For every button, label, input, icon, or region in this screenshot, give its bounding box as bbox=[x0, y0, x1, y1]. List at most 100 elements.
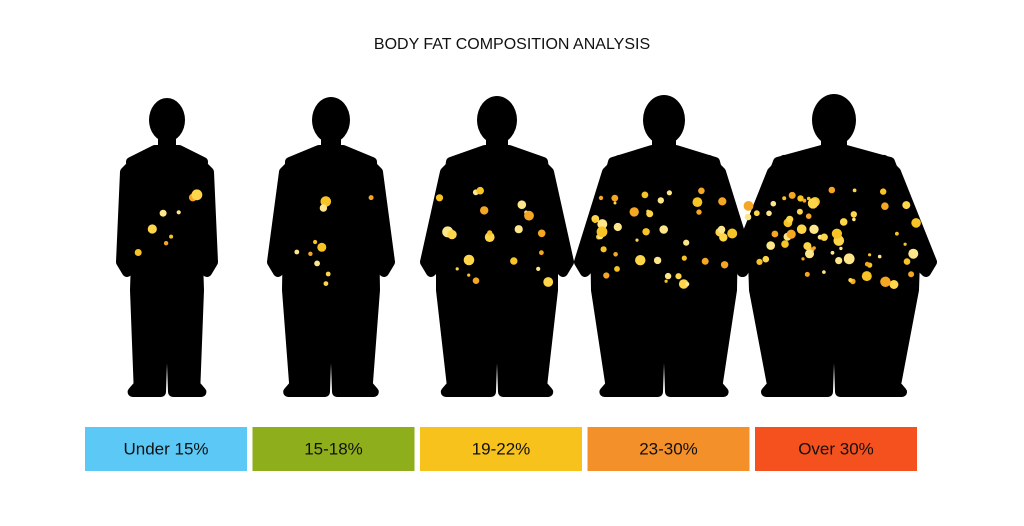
silhouette bbox=[574, 95, 754, 397]
fat-dot bbox=[788, 191, 796, 199]
fat-dot bbox=[455, 267, 459, 271]
category-box bbox=[587, 427, 750, 471]
fat-dot bbox=[770, 200, 777, 207]
arm bbox=[420, 155, 462, 277]
fat-dot bbox=[480, 206, 489, 215]
fat-dot bbox=[514, 225, 523, 234]
fat-dot bbox=[786, 215, 794, 223]
fat-dot bbox=[134, 249, 142, 256]
fat-dot bbox=[308, 251, 313, 256]
fat-dot bbox=[314, 260, 320, 267]
silhouette bbox=[116, 98, 218, 397]
fat-dot bbox=[597, 219, 608, 230]
fat-dot bbox=[701, 257, 709, 265]
fat-dot bbox=[472, 277, 480, 285]
fat-dot bbox=[591, 215, 600, 223]
arm bbox=[879, 155, 937, 277]
fat-dot bbox=[698, 187, 705, 195]
fat-dot bbox=[861, 271, 872, 282]
fat-dot bbox=[908, 271, 915, 278]
fat-dot bbox=[169, 234, 174, 239]
fat-dot bbox=[653, 256, 662, 265]
fat-dot bbox=[600, 246, 607, 253]
fat-dot bbox=[835, 257, 843, 265]
fat-dot bbox=[744, 213, 752, 221]
category-box bbox=[755, 427, 917, 471]
fat-dot bbox=[805, 213, 812, 219]
fat-dot bbox=[467, 273, 471, 277]
category-label: Under 15% bbox=[123, 439, 208, 458]
fat-dot bbox=[743, 201, 754, 211]
fat-dot bbox=[294, 249, 300, 255]
title: BODY FAT COMPOSITION ANALYSIS bbox=[374, 36, 650, 53]
fat-dot bbox=[796, 224, 807, 234]
fat-dot bbox=[539, 250, 544, 256]
fat-dot bbox=[782, 196, 787, 201]
fat-dot bbox=[613, 222, 622, 232]
fat-dot bbox=[163, 241, 169, 246]
fat-dot bbox=[803, 242, 812, 251]
fat-dot bbox=[593, 219, 597, 224]
fat-dot bbox=[877, 254, 882, 259]
head bbox=[149, 98, 185, 142]
fat-dot bbox=[692, 197, 703, 208]
fat-dot bbox=[147, 224, 157, 234]
fat-dot bbox=[903, 258, 911, 265]
fat-dot bbox=[685, 282, 690, 287]
fat-dot bbox=[766, 210, 772, 217]
fat-dot bbox=[822, 270, 826, 274]
fat-dot bbox=[476, 186, 484, 195]
category-label: 15-18% bbox=[304, 439, 363, 458]
fat-dot bbox=[848, 278, 853, 283]
fat-dot bbox=[796, 208, 803, 215]
category-label: 19-22% bbox=[472, 439, 531, 458]
figures bbox=[116, 94, 937, 397]
fat-dot bbox=[646, 209, 650, 213]
fat-dot bbox=[828, 186, 836, 194]
fat-dot bbox=[176, 210, 181, 215]
fat-dot bbox=[850, 211, 857, 218]
arm bbox=[574, 155, 624, 277]
category-bar: Under 15% 15-18% 19-22% 23-30% Over 30% bbox=[85, 427, 917, 471]
torso bbox=[282, 145, 380, 397]
fat-dot bbox=[191, 189, 203, 201]
fat-dot bbox=[868, 253, 872, 257]
fat-dot bbox=[820, 233, 828, 241]
fat-dot bbox=[447, 229, 457, 240]
fat-dot bbox=[678, 279, 689, 289]
fat-dot bbox=[614, 266, 620, 272]
fat-dot bbox=[880, 188, 887, 195]
fat-dot bbox=[911, 218, 921, 228]
silhouette bbox=[731, 94, 937, 397]
fat-dot bbox=[766, 241, 775, 250]
fat-dot bbox=[852, 217, 856, 222]
category-label: Over 30% bbox=[798, 439, 874, 458]
fat-dot bbox=[902, 201, 911, 210]
fat-dot bbox=[517, 200, 527, 209]
fat-dot bbox=[487, 230, 493, 236]
fat-dot bbox=[657, 197, 664, 204]
fat-dot bbox=[675, 273, 682, 280]
fat-dot bbox=[802, 198, 807, 203]
fat-dot bbox=[720, 261, 729, 269]
fat-dot bbox=[484, 232, 495, 243]
fat-dot bbox=[830, 250, 835, 255]
fat-dot bbox=[683, 239, 690, 246]
fat-dot bbox=[727, 228, 738, 239]
fat-dot bbox=[807, 198, 819, 209]
arm bbox=[532, 155, 574, 277]
fat-dot bbox=[831, 228, 842, 239]
fat-dot bbox=[524, 210, 534, 221]
arm bbox=[188, 155, 218, 277]
fat-dot bbox=[696, 209, 702, 215]
fat-dot bbox=[325, 271, 331, 277]
fat-dot bbox=[368, 195, 374, 201]
fat-dot bbox=[435, 194, 444, 202]
fat-dot bbox=[320, 196, 332, 207]
fat-dot bbox=[889, 280, 899, 289]
fat-dot bbox=[510, 257, 518, 265]
fat-dot bbox=[864, 261, 870, 267]
fat-dot bbox=[613, 201, 617, 205]
fat-dot bbox=[635, 238, 639, 242]
